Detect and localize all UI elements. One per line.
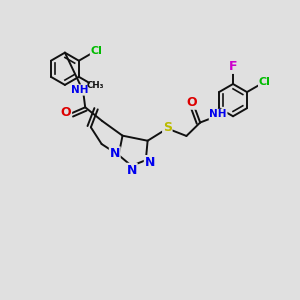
Text: O: O	[61, 106, 71, 119]
Text: NH: NH	[209, 110, 227, 119]
Text: O: O	[187, 96, 197, 109]
Text: NH: NH	[71, 85, 89, 95]
Text: CH₃: CH₃	[86, 81, 104, 90]
Text: N: N	[127, 164, 137, 176]
Text: N: N	[110, 147, 120, 160]
Text: F: F	[229, 60, 237, 73]
Text: S: S	[163, 121, 172, 134]
Text: N: N	[145, 156, 155, 169]
Text: Cl: Cl	[91, 46, 102, 56]
Text: Cl: Cl	[259, 77, 271, 87]
